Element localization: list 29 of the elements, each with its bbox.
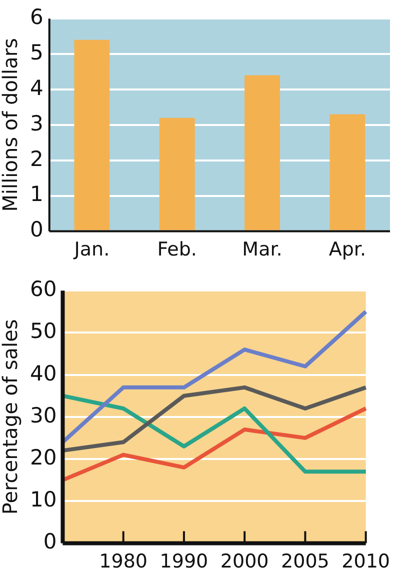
y-tick-label: 20 xyxy=(30,445,57,470)
bar xyxy=(244,75,280,230)
x-tick-label: 2010 xyxy=(342,550,390,573)
y-tick-label: 50 xyxy=(30,319,57,344)
x-tick-label: Feb. xyxy=(157,238,197,261)
y-axis-title: Percentage of sales xyxy=(0,319,22,515)
x-tick-label: 1990 xyxy=(160,550,208,573)
bar xyxy=(159,118,195,230)
y-tick-label: 4 xyxy=(30,76,44,100)
bar xyxy=(74,40,110,230)
y-tick-label: 60 xyxy=(30,277,57,302)
y-axis-title: Millions of dollars xyxy=(0,38,22,212)
y-tick-label: 40 xyxy=(30,361,57,386)
y-tick-label: 1 xyxy=(30,182,44,206)
bar xyxy=(330,114,366,230)
y-tick-label: 3 xyxy=(30,111,44,136)
x-tick-label: 1980 xyxy=(99,550,148,573)
y-tick-label: 0 xyxy=(30,218,44,242)
y-tick-label: 2 xyxy=(30,146,44,171)
y-tick-label: 5 xyxy=(30,40,44,64)
y-tick-label: 10 xyxy=(30,488,57,512)
x-tick-label: Apr. xyxy=(328,238,366,261)
x-tick-label: Mar. xyxy=(242,238,282,261)
x-tick-label: 2005 xyxy=(281,550,330,573)
y-tick-label: 30 xyxy=(30,403,57,428)
x-tick-label: Jan. xyxy=(73,238,110,261)
x-tick-label: 2000 xyxy=(220,550,269,573)
y-tick-label: 6 xyxy=(30,5,44,30)
y-tick-label: 0 xyxy=(43,530,57,554)
